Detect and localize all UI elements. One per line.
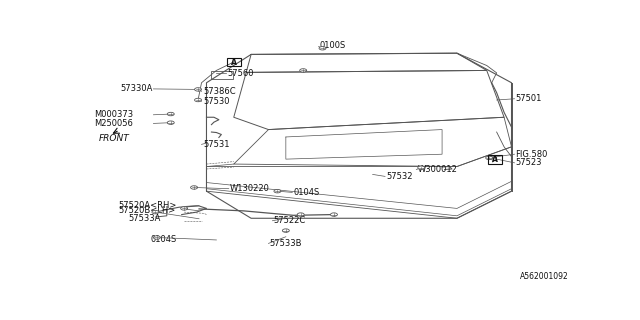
Text: FIG.580: FIG.580 bbox=[515, 150, 548, 159]
Text: FRONT: FRONT bbox=[99, 134, 129, 143]
Text: 0104S: 0104S bbox=[150, 236, 177, 244]
Text: 57530: 57530 bbox=[203, 97, 230, 106]
Circle shape bbox=[154, 236, 161, 239]
Circle shape bbox=[167, 121, 174, 124]
Circle shape bbox=[300, 69, 307, 72]
Circle shape bbox=[152, 210, 159, 214]
Text: 57520A<RH>: 57520A<RH> bbox=[118, 201, 177, 210]
Text: 0100S: 0100S bbox=[319, 41, 346, 50]
Text: 0104S: 0104S bbox=[293, 188, 319, 197]
Text: M000373: M000373 bbox=[94, 110, 133, 119]
Text: W300012: W300012 bbox=[417, 165, 457, 174]
Circle shape bbox=[282, 229, 289, 232]
Text: A: A bbox=[231, 58, 237, 67]
Text: 57386C: 57386C bbox=[203, 87, 236, 96]
Text: M250056: M250056 bbox=[94, 119, 132, 128]
Circle shape bbox=[319, 46, 326, 50]
Text: A: A bbox=[492, 155, 497, 164]
Text: 57522C: 57522C bbox=[273, 216, 306, 225]
Text: 57523: 57523 bbox=[515, 158, 542, 167]
Text: 57532: 57532 bbox=[387, 172, 413, 181]
Text: 57330A: 57330A bbox=[121, 84, 153, 93]
Circle shape bbox=[191, 186, 198, 189]
Text: 57501: 57501 bbox=[515, 94, 542, 103]
Text: 57560: 57560 bbox=[228, 69, 254, 78]
Circle shape bbox=[330, 213, 337, 216]
Circle shape bbox=[167, 112, 174, 116]
Circle shape bbox=[274, 189, 281, 193]
Circle shape bbox=[418, 166, 425, 170]
Circle shape bbox=[180, 207, 188, 210]
Circle shape bbox=[297, 213, 304, 216]
Text: 57533B: 57533B bbox=[269, 239, 302, 248]
Text: 57531: 57531 bbox=[203, 140, 230, 149]
Circle shape bbox=[195, 98, 202, 102]
Text: 57520B<LH>: 57520B<LH> bbox=[118, 206, 176, 215]
Text: A562001092: A562001092 bbox=[520, 272, 568, 281]
Circle shape bbox=[486, 156, 493, 160]
Circle shape bbox=[195, 88, 202, 91]
Text: 57533A: 57533A bbox=[129, 214, 161, 223]
Text: W130220: W130220 bbox=[230, 184, 269, 193]
